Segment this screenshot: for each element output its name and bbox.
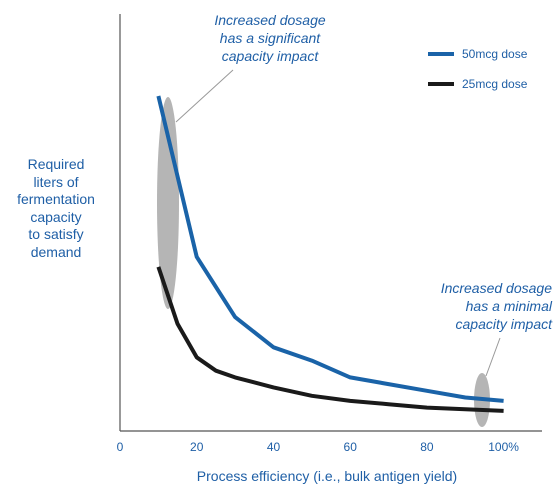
x-tick-label: 20 [190, 440, 204, 454]
leader-line-minimal [485, 337, 501, 377]
x-tick-label: 80 [420, 440, 434, 454]
series-line-1 [156, 95, 504, 403]
series-lines [156, 95, 504, 413]
legend-label-1: 50mcg dose [462, 47, 528, 61]
annotation-1-line: has a significant [220, 30, 322, 46]
annotation-2-line: Increased dosage [441, 280, 553, 296]
x-tick-label: 40 [267, 440, 281, 454]
leader-line-significant [175, 69, 234, 123]
y-axis-label-line-4: capacity [30, 208, 82, 225]
series-line-2 [156, 266, 504, 413]
x-tick-label: 0 [117, 440, 124, 454]
annotation-1-line: capacity impact [222, 48, 320, 64]
x-tick-label: 60 [344, 440, 358, 454]
y-axis-label: Required liters of fermentation capacity… [0, 156, 112, 261]
x-tick-label: 100% [488, 440, 519, 454]
annotation-leader-lines [175, 69, 501, 377]
annotation-2-line: has a minimal [466, 298, 553, 314]
y-axis-label-line-3: fermentation [17, 191, 95, 207]
highlight-ellipse-low-efficiency [157, 97, 179, 309]
annotation-1-line: Increased dosage [214, 12, 326, 28]
y-axis-label-line-5: to satisfy [28, 226, 84, 242]
y-axis-label-line-2: liters of [33, 173, 79, 190]
annotations: Increased dosage has a significant capacit… [214, 12, 553, 332]
legend: 50mcg dose 25mcg dose [428, 47, 528, 91]
x-tick-labels: 0 20 40 60 80 100% [117, 440, 520, 454]
y-axis-label-line-1: Required [27, 156, 85, 172]
legend-label-2: 25mcg dose [462, 77, 528, 91]
highlight-ellipses [157, 97, 490, 427]
annotation-2-line: capacity impact [456, 316, 554, 332]
y-axis-label-line-6: demand [30, 243, 82, 260]
x-axis-label: Process efficiency (i.e., bulk antigen y… [197, 468, 457, 484]
